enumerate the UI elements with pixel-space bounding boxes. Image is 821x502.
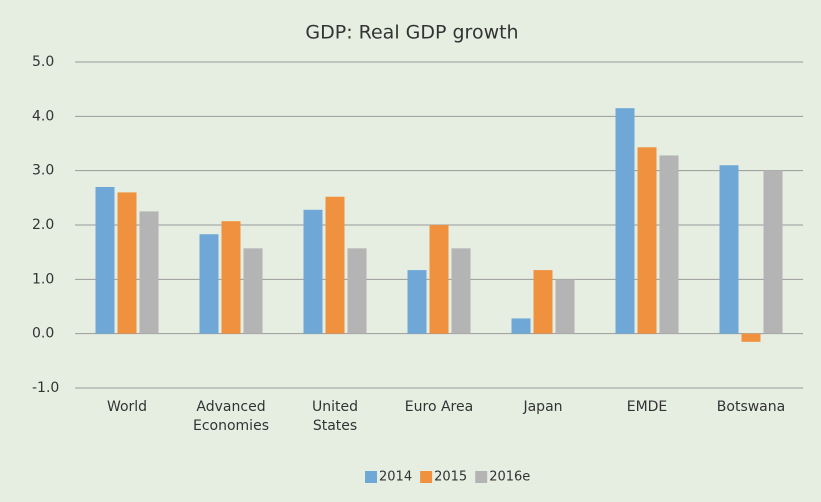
bar [451,248,471,334]
bar [325,196,345,334]
x-tick-label: Euro Area [404,399,474,415]
bar [637,147,657,334]
y-tick-label: 3.0 [32,163,54,179]
bar [719,165,739,334]
bar [199,234,219,334]
y-tick-label: 0.0 [32,326,54,342]
bar [407,270,427,334]
x-tick-label-box: World [106,399,148,415]
legend-swatch [475,471,488,483]
legend-label: 2015 [434,470,467,485]
y-tick-label: 2.0 [32,217,54,233]
x-tick-label-box: United States [312,399,358,434]
x-tick-label-box: EMDE [626,399,668,415]
x-tick-label: Botswana [716,399,786,415]
bar [303,209,323,334]
bar [533,270,553,334]
y-tick-label: 5.0 [32,54,54,70]
x-tick-label: World [106,399,148,415]
y-tick-label: 1.0 [32,271,54,287]
legend-swatch [420,471,433,483]
bar [511,318,531,334]
x-tick-label-box: Advanced Economies [193,399,269,434]
bar [429,225,449,334]
bar [659,155,679,334]
y-tick-label: -1.0 [32,380,59,396]
chart-title: GDP: Real GDP growth [305,22,518,44]
bar [243,248,263,334]
bar [763,170,783,334]
x-tick-label: EMDE [626,399,668,415]
bar [117,192,137,334]
legend-swatch [365,471,377,483]
x-tick-label: United States [312,399,358,434]
bar [347,248,367,334]
x-tick-label-box: Japan [523,399,563,415]
bar [615,108,635,334]
legend-label: 2014 [379,470,412,485]
bar [741,333,761,342]
legend-label: 2016e [489,470,530,485]
x-tick-label: Japan [523,399,563,415]
bar [555,279,575,334]
x-tick-label: Advanced Economies [193,399,269,434]
x-tick-label-box: Euro Area [404,399,474,415]
y-tick-label: 4.0 [32,108,54,124]
x-tick-label-box: Botswana [716,399,786,415]
bar [221,221,241,334]
bar [139,211,159,334]
bar [95,186,115,334]
